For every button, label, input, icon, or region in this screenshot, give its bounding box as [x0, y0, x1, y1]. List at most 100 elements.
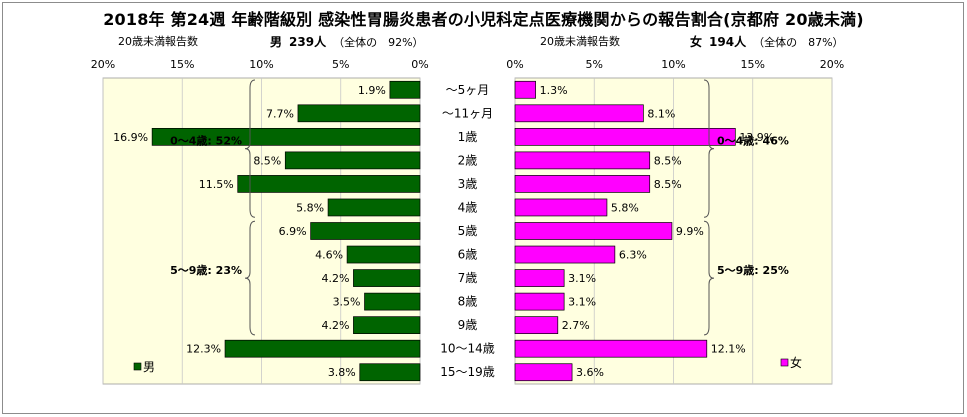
- category-label: 4歳: [458, 200, 478, 214]
- male-tick-label: 5%: [332, 58, 349, 71]
- male-age-group-label: 5～9歳: 23%: [170, 263, 242, 277]
- female-bar: [514, 222, 673, 240]
- female-data-label: 3.6%: [576, 366, 604, 379]
- female-data-label: 3.1%: [568, 272, 596, 285]
- female-bar: [514, 198, 608, 217]
- female-data-label: 12.1%: [711, 343, 746, 356]
- male-data-label: 4.2%: [321, 272, 349, 285]
- female-tick-label: 0%: [506, 58, 523, 71]
- left-header-caption: 20歳未満報告数: [118, 35, 198, 48]
- female-bar: [514, 104, 644, 123]
- male-bar: [353, 316, 421, 335]
- male-data-label: 6.9%: [279, 225, 307, 238]
- male-data-label: 1.9%: [358, 84, 386, 97]
- male-data-label: 11.5%: [199, 178, 234, 191]
- right-header-count: 194人: [709, 35, 747, 49]
- annotations: 0～4歳: 52% 5～9歳: 23% 0～4歳: 46% 5～9歳: 25%: [170, 79, 789, 336]
- female-bar: [514, 245, 616, 264]
- male-age-group-brace: [244, 220, 256, 336]
- data-labels: 1.9% 1.3% 7.7% 8.1% 16.9% 13.9% 8.5% 8.5% 11.5% 8…: [113, 84, 774, 379]
- female-data-label: 3.1%: [568, 296, 596, 309]
- male-bar: [224, 339, 421, 358]
- category-label: 1歳: [458, 130, 478, 144]
- female-bar: [514, 151, 651, 170]
- male-legend-swatch: [133, 362, 142, 371]
- left-header-stats: 男 239人 （全体の 92%）: [270, 33, 424, 50]
- male-bar: [284, 151, 421, 170]
- left-header-count: 239人: [289, 35, 327, 49]
- right-header-caption: 20歳未満報告数: [540, 35, 620, 48]
- category-label: 8歳: [458, 295, 478, 309]
- male-bar: [237, 175, 421, 193]
- category-labels: ～5ヶ月 ～11ヶ月 1歳 2歳 3歳 4歳 5歳 6歳 7歳 8歳 9歳 10～14歳 15～19歳: [440, 83, 495, 379]
- female-age-group-brace: [703, 79, 715, 218]
- male-bar: [297, 104, 421, 123]
- female-age-group-label: 0～4歳: 46%: [717, 134, 789, 148]
- female-bar: [514, 127, 736, 146]
- male-bar: [389, 80, 421, 99]
- category-label: 3歳: [458, 177, 478, 191]
- female-tick-label: 15%: [741, 58, 765, 71]
- category-label: 15～19歳: [440, 365, 495, 379]
- female-bar: [514, 80, 536, 99]
- female-data-label: 8.5%: [654, 178, 682, 191]
- female-age-group-label: 5～9歳: 25%: [717, 263, 789, 277]
- category-label: 5歳: [458, 224, 478, 238]
- male-data-label: 3.8%: [328, 366, 356, 379]
- male-age-group-label: 0～4歳: 52%: [170, 134, 242, 148]
- category-label: 2歳: [458, 153, 478, 167]
- male-tick-label: 10%: [249, 58, 273, 71]
- right-header-sex: 女: [690, 35, 703, 49]
- female-legend-swatch: [780, 358, 789, 367]
- tick-labels: 20% 15% 10% 5% 0% 0% 5% 10% 15% 20%: [91, 58, 844, 71]
- chart-title: 2018年 第24週 年齢階級別 感染性胃腸炎患者の小児科定点医療機関からの報告…: [103, 10, 864, 29]
- female-data-label: 8.1%: [647, 107, 675, 120]
- female-bar: [514, 316, 559, 335]
- male-bar: [151, 127, 421, 146]
- right-header-share: （全体の 87%）: [753, 36, 844, 49]
- male-age-group-brace: [244, 79, 256, 218]
- left-header-sex: 男: [270, 35, 283, 49]
- right-header-stats: 女 194人 （全体の 87%）: [690, 33, 844, 50]
- category-label: 7歳: [458, 271, 478, 285]
- female-bar: [514, 175, 651, 193]
- male-bar: [310, 222, 421, 240]
- female-data-label: 2.7%: [562, 319, 590, 332]
- female-data-label: 6.3%: [619, 249, 647, 262]
- male-legend-label: 男: [143, 360, 155, 374]
- male-tick-label: 20%: [91, 58, 115, 71]
- female-data-label: 9.9%: [676, 225, 704, 238]
- male-tick-label: 15%: [170, 58, 194, 71]
- female-data-label: 13.9%: [739, 131, 774, 144]
- male-data-label: 8.5%: [253, 154, 281, 167]
- female-tick-label: 20%: [820, 58, 844, 71]
- male-bar: [353, 269, 421, 287]
- male-bar: [359, 363, 421, 382]
- male-data-label: 16.9%: [113, 131, 148, 144]
- bars: [151, 80, 736, 382]
- category-label: ～11ヶ月: [442, 106, 493, 120]
- category-label: ～5ヶ月: [446, 83, 490, 97]
- male-bar: [327, 198, 421, 217]
- legend: 男女: [133, 355, 802, 374]
- female-data-label: 8.5%: [654, 154, 682, 167]
- male-bar: [346, 245, 421, 264]
- male-data-label: 4.2%: [321, 319, 349, 332]
- male-tick-label: 0%: [411, 58, 428, 71]
- female-tick-label: 5%: [586, 58, 603, 71]
- male-data-label: 12.3%: [186, 343, 221, 356]
- category-label: 6歳: [458, 248, 478, 262]
- male-bar: [364, 292, 421, 311]
- female-data-label: 1.3%: [540, 84, 568, 97]
- female-tick-label: 10%: [661, 58, 685, 71]
- male-data-label: 5.8%: [296, 201, 324, 214]
- category-label: 9歳: [458, 318, 478, 332]
- category-label: 10～14歳: [440, 342, 495, 356]
- female-legend-label: 女: [790, 355, 802, 370]
- female-bar: [514, 292, 565, 311]
- female-bar: [514, 269, 565, 287]
- male-data-label: 3.5%: [333, 296, 361, 309]
- female-bar: [514, 339, 708, 358]
